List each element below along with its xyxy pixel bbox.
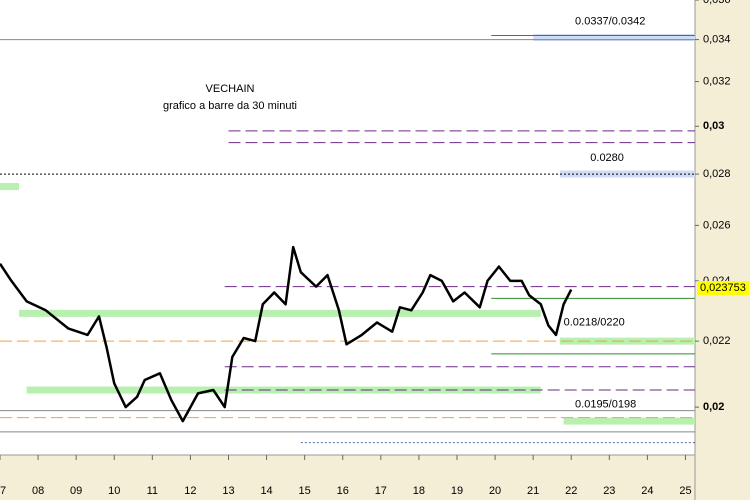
x-tick-label: 12 <box>184 485 196 497</box>
x-tick-label: 08 <box>32 485 44 497</box>
annotation: 0.0337/0.0342 <box>575 15 645 27</box>
y-tick-label: 0,028 <box>703 168 731 180</box>
zone <box>559 337 695 345</box>
last-price-label: 0,023753 <box>700 282 746 294</box>
chart-subtitle: grafico a barre da 30 minuti <box>163 100 297 112</box>
y-axis-panel <box>695 0 750 500</box>
x-tick-label: 25 <box>679 485 691 497</box>
x-tick-label: 23 <box>603 485 615 497</box>
y-tick-label: 0,022 <box>703 335 731 347</box>
x-tick-label: 18 <box>413 485 425 497</box>
chart-title: VECHAIN <box>206 83 255 95</box>
zone <box>533 34 695 42</box>
annotation: 0.0280 <box>590 152 624 164</box>
y-tick-label: 0,026 <box>703 219 731 231</box>
x-tick-label: 07 <box>0 485 6 497</box>
x-tick-label: 22 <box>565 485 577 497</box>
x-tick-label: 14 <box>260 485 272 497</box>
y-tick-label: 0,02 <box>703 401 724 413</box>
zone <box>0 183 20 191</box>
plot-area <box>0 0 695 455</box>
zone <box>563 417 695 425</box>
x-tick-label: 09 <box>70 485 82 497</box>
zone <box>19 309 541 317</box>
x-tick-label: 13 <box>222 485 234 497</box>
x-tick-label: 19 <box>451 485 463 497</box>
price-line <box>0 245 573 423</box>
y-tick-label: 0,034 <box>703 33 731 45</box>
y-tick-label: 0,036 <box>703 0 731 6</box>
annotation: 0.0218/0220 <box>564 317 625 329</box>
x-tick-label: 17 <box>375 485 387 497</box>
x-axis-panel <box>0 455 695 500</box>
y-tick-label: 0,03 <box>703 120 724 132</box>
last-price-box <box>697 281 749 296</box>
x-tick-label: 21 <box>527 485 539 497</box>
x-tick-label: 20 <box>489 485 501 497</box>
x-tick-label: 15 <box>299 485 311 497</box>
annotation: 0.0195/0198 <box>575 399 636 411</box>
x-tick-label: 24 <box>641 485 653 497</box>
zone <box>559 170 695 178</box>
x-tick-label: 11 <box>147 485 158 497</box>
x-tick-label: 16 <box>337 485 349 497</box>
y-tick-label: 0,032 <box>703 75 731 87</box>
x-tick-label: 10 <box>108 485 120 497</box>
